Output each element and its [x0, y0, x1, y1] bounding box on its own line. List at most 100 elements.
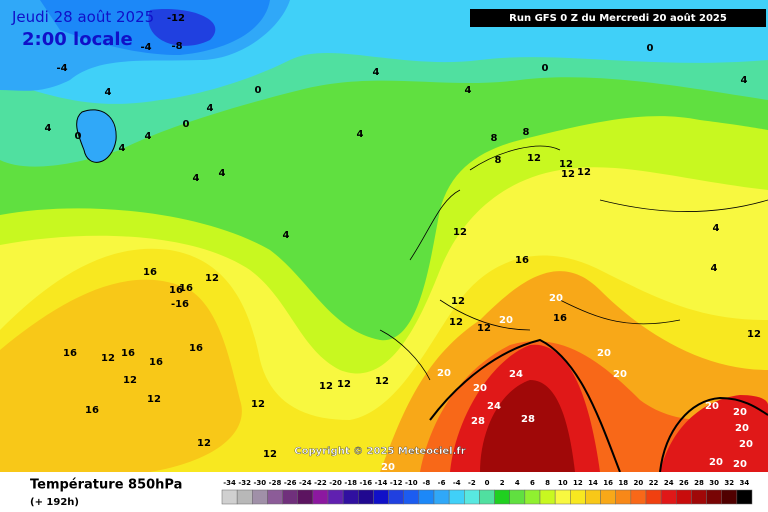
colorbar-tick-label: 4 — [515, 479, 520, 487]
colorbar-swatch — [433, 489, 450, 505]
colorbar-swatch — [418, 489, 435, 505]
contour-label: 16 — [515, 255, 529, 266]
contour-label: 12 — [559, 159, 573, 170]
colorbar-swatch — [221, 489, 238, 505]
copyright: Copyright © 2025 Meteociel.fr — [294, 446, 465, 457]
contour-label: 4 — [207, 103, 214, 114]
contour-label: 12 — [375, 376, 389, 387]
contour-label: 20 — [381, 462, 395, 473]
colorbar-tick-label: 6 — [530, 479, 535, 487]
contour-label: 12 — [453, 227, 467, 238]
contour-label: 8 — [491, 133, 498, 144]
contour-label: 20 — [733, 407, 747, 418]
colorbar-swatch — [676, 489, 692, 505]
colorbar-swatch — [691, 489, 707, 505]
colorbar-tick-label: -18 — [344, 479, 357, 487]
contour-label: 16 — [143, 267, 157, 278]
colorbar-tick-label: 24 — [664, 479, 674, 487]
zone-very-cold — [148, 9, 216, 46]
contour-label: -8 — [171, 41, 182, 52]
contour-label: 20 — [709, 457, 723, 468]
colorbar-tick-label: 30 — [709, 479, 719, 487]
contour-label: -12 — [167, 13, 185, 24]
contour-label: 12 — [337, 379, 351, 390]
contour-label: 16 — [149, 357, 163, 368]
contour-label: 4 — [711, 263, 718, 274]
date-label: Jeudi 28 août 2025 — [11, 8, 154, 26]
contour-label: 0 — [542, 63, 549, 74]
colorbar-swatch — [388, 489, 404, 505]
contour-label: 4 — [373, 67, 380, 78]
colorbar-swatch — [373, 489, 389, 505]
contour-label: 20 — [739, 439, 753, 450]
colorbar-tick-label: 8 — [545, 479, 550, 487]
run-box — [470, 9, 766, 27]
colorbar-swatch — [645, 489, 662, 505]
colorbar-swatch — [312, 489, 329, 505]
colorbar-tick-label: -32 — [238, 479, 251, 487]
contour-label: 4 — [357, 129, 364, 140]
colorbar-swatch — [736, 489, 753, 505]
colorbar-tick-label: 10 — [558, 479, 568, 487]
colorbar-swatch — [539, 489, 556, 505]
contour-label: -4 — [140, 42, 151, 53]
colorbar-tick-label: -26 — [284, 479, 297, 487]
footer-title: Température 850hPa — [30, 478, 182, 493]
contour-label: 0 — [183, 119, 190, 130]
colorbar-swatch — [615, 489, 632, 505]
contour-label: 12 — [451, 296, 465, 307]
colorbar-tick-label: -22 — [314, 479, 327, 487]
contour-label: -4 — [56, 63, 67, 74]
colorbar-tick-label: -2 — [468, 479, 476, 487]
contour-label: 20 — [705, 401, 719, 412]
contour-label: 12 — [561, 169, 575, 180]
colorbar-tick-label: 28 — [694, 479, 704, 487]
colorbar-tick-label: 16 — [603, 479, 613, 487]
lake — [76, 109, 117, 163]
colorbar-swatch — [267, 489, 283, 505]
contour-label: 20 — [613, 369, 627, 380]
colorbar-swatch — [554, 489, 571, 505]
contour-label: 20 — [735, 423, 749, 434]
zone-very-hot-east — [660, 395, 768, 472]
colorbar-swatch — [570, 489, 586, 505]
contour-label: 20 — [597, 348, 611, 359]
contour-label: 28 — [471, 416, 485, 427]
coastline — [379, 145, 768, 381]
contour-label: 4 — [219, 168, 226, 179]
colorbar-swatch — [252, 489, 268, 505]
contour-label: 4 — [119, 143, 126, 154]
contour-label: 20 — [499, 315, 513, 326]
colorbar-tick-label: 20 — [634, 479, 644, 487]
run-label: Run GFS 0 Z du Mercredi 20 août 2025 — [509, 12, 727, 24]
colorbar-swatch — [342, 489, 359, 505]
contour-label: 0 — [647, 43, 654, 54]
colorbar-tick-label: -10 — [405, 479, 418, 487]
colorbar-tick-label: 26 — [679, 479, 689, 487]
colorbar-swatch — [660, 489, 677, 505]
colorbar-tick-label: -28 — [269, 479, 282, 487]
contour-label: 4 — [193, 173, 200, 184]
contour-label: 12 — [477, 323, 491, 334]
contour-label: 16 — [553, 313, 567, 324]
contour-label: 4 — [145, 131, 152, 142]
colorbar-tick-label: 14 — [588, 479, 598, 487]
colorbar-tick-label: -24 — [299, 479, 312, 487]
contour-label: 12 — [205, 273, 219, 284]
contour-label: 16 — [121, 348, 135, 359]
zone-extreme — [480, 380, 575, 472]
contour-label: 24 — [487, 401, 501, 412]
contour-label: 4 — [465, 85, 472, 96]
colorbar-tick-label: -34 — [223, 479, 236, 487]
time-label: 2:00 locale — [22, 29, 133, 50]
contour-label: 12 — [101, 353, 115, 364]
contour-label: 28 — [521, 414, 535, 425]
contour-label: 4 — [45, 123, 52, 134]
contour-label: 16 — [189, 343, 203, 354]
colorbar-swatch — [464, 489, 480, 505]
colorbar-swatch — [282, 489, 298, 505]
colorbar-tick-label: -4 — [453, 479, 461, 487]
contour-label: 16 — [179, 283, 193, 294]
colorbar-swatch — [721, 489, 738, 505]
contour-label: 8 — [523, 127, 530, 138]
